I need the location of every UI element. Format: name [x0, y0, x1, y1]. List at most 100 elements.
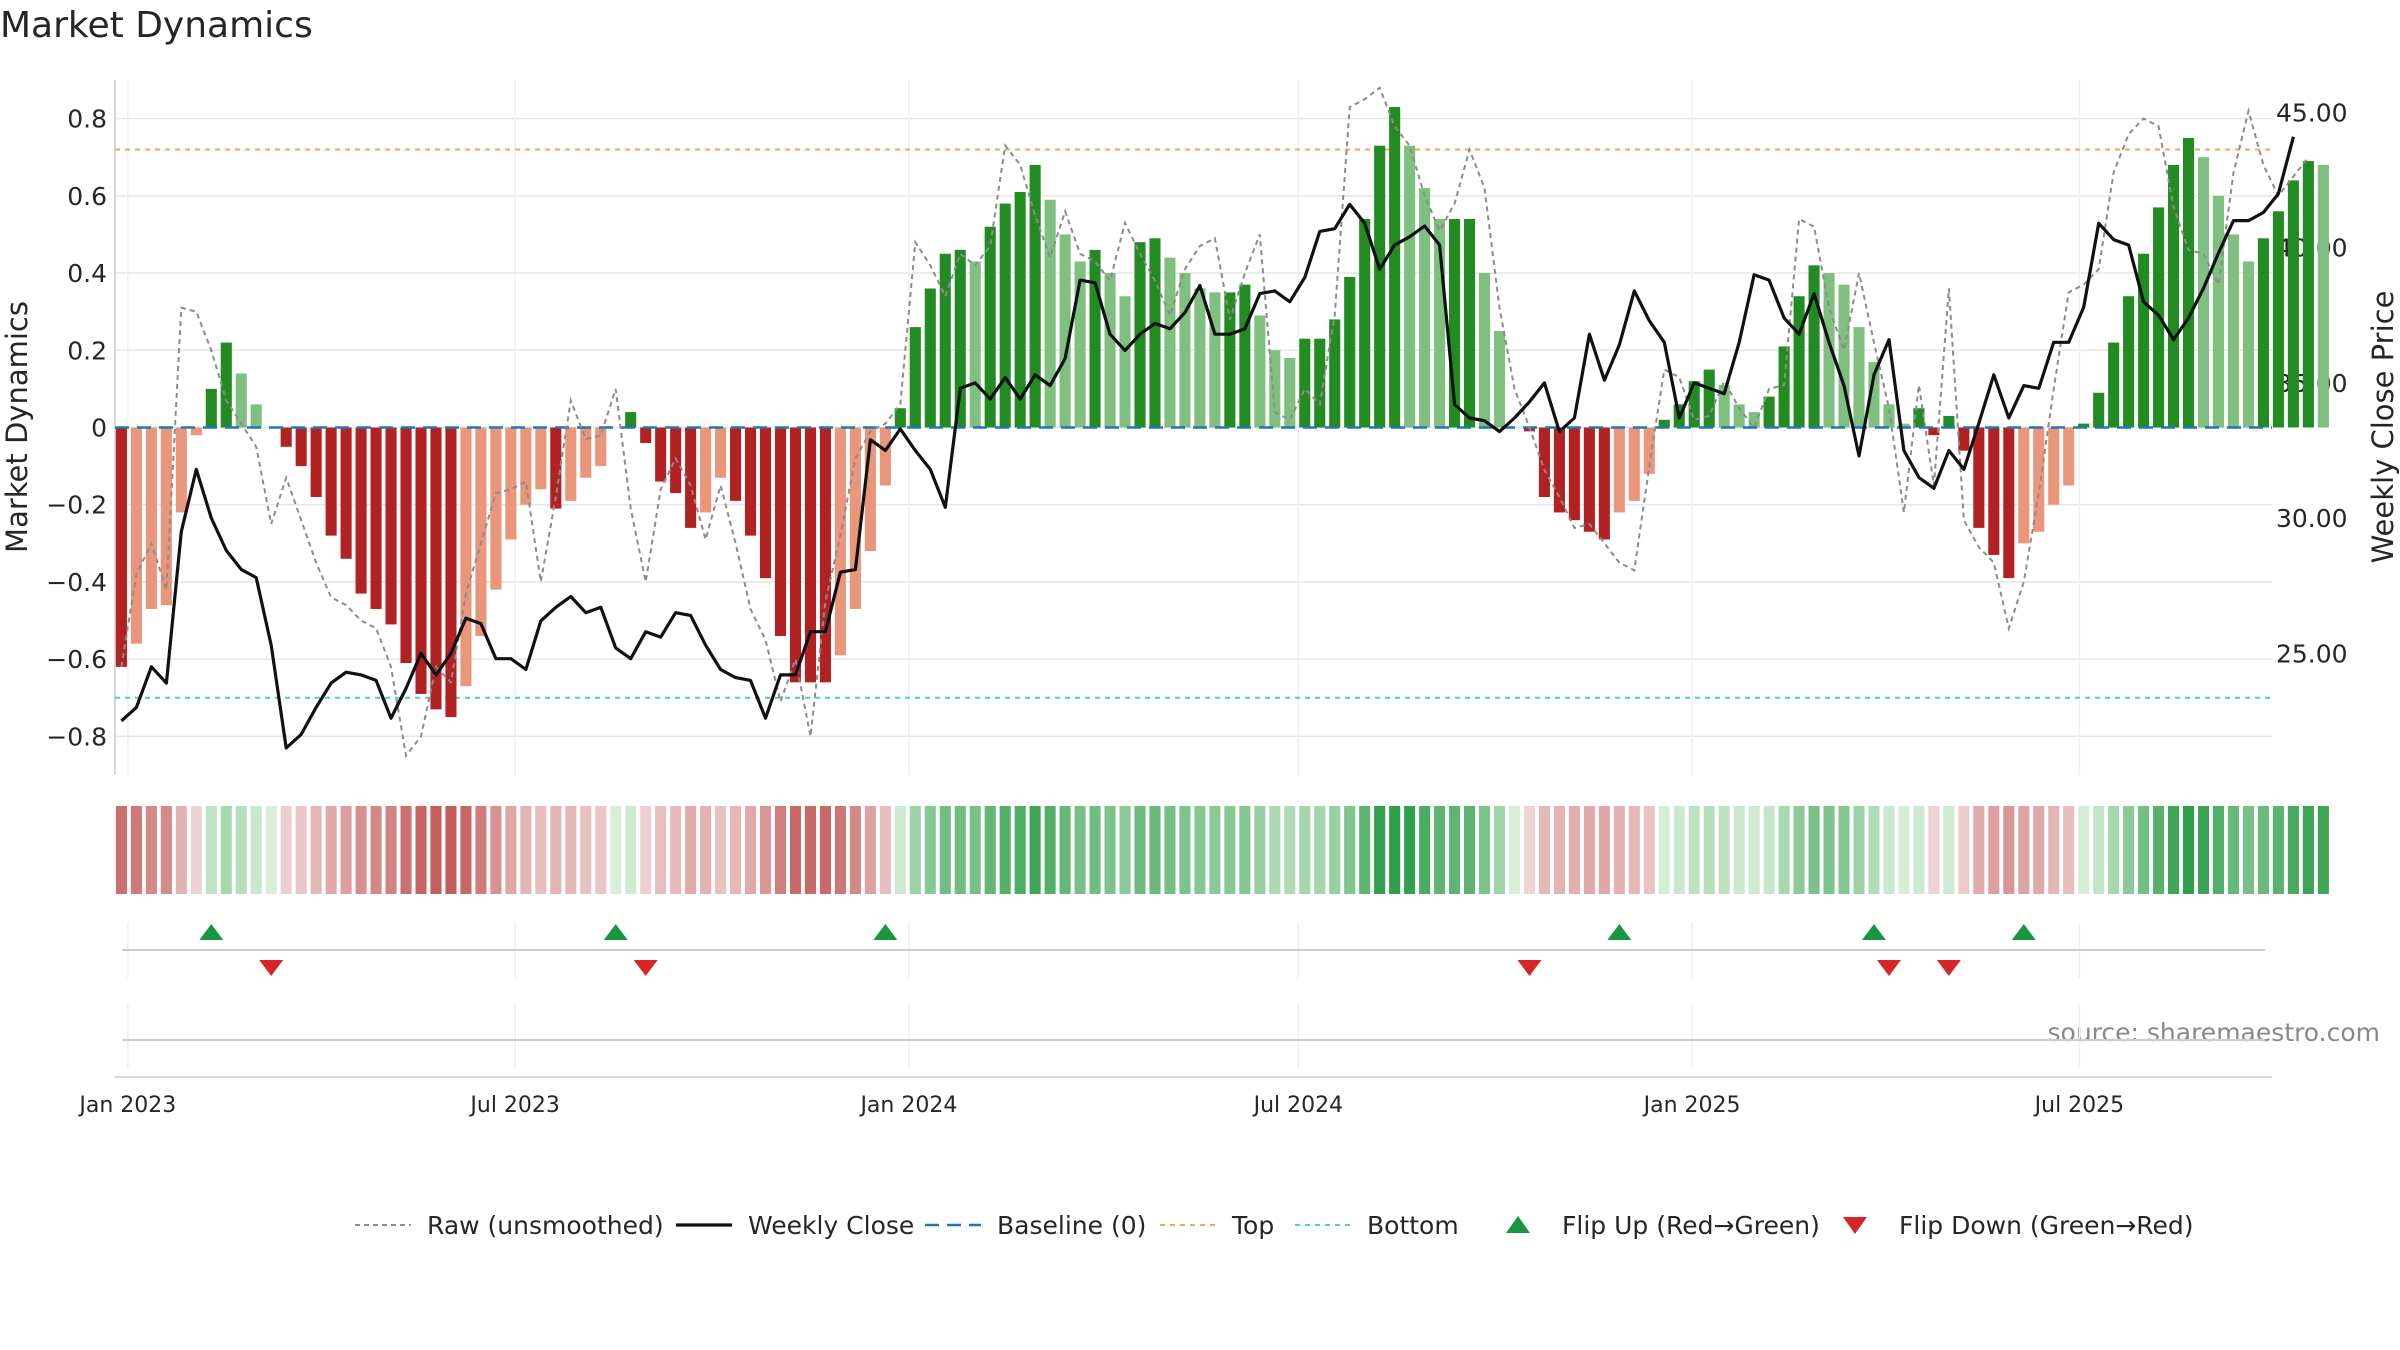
dynamics-bar	[1913, 408, 1925, 428]
regime-cell	[1703, 806, 1715, 894]
legend: Raw (unsmoothed) Weekly Close Baseline (0)…	[355, 1211, 2194, 1240]
dynamics-bar	[2018, 427, 2030, 544]
dynamics-bar	[2272, 211, 2284, 428]
regime-cell	[1958, 806, 1970, 894]
dynamics-bar	[730, 427, 742, 501]
regime-cell	[1688, 806, 1700, 894]
regime-cell	[1404, 806, 1416, 894]
regime-cell	[774, 806, 787, 894]
dynamics-bar	[1538, 427, 1550, 497]
dynamics-bar	[819, 427, 831, 683]
y-axis-label: Market Dynamics	[0, 301, 34, 553]
dynamics-bar	[745, 427, 757, 536]
regime-cell	[1149, 806, 1161, 894]
regime-cell	[1344, 806, 1356, 894]
regime-cell	[2227, 806, 2240, 894]
dynamics-bar	[1868, 361, 1880, 428]
dynamics-bar	[1404, 145, 1416, 428]
regime-cell	[1538, 806, 1550, 894]
dynamics-bar	[2317, 164, 2329, 428]
legend-label: Bottom	[1367, 1211, 1459, 1240]
dynamics-bar	[1583, 427, 1595, 532]
y2-tick-label: 30.00	[2276, 504, 2348, 533]
regime-cell	[1883, 806, 1895, 894]
regime-cell	[2183, 806, 2195, 894]
regime-cell	[145, 806, 157, 894]
regime-cell	[655, 806, 667, 894]
regime-cell	[1973, 806, 1985, 894]
regime-cell	[2257, 806, 2269, 894]
regime-cell	[1718, 806, 1730, 894]
regime-cell	[1104, 806, 1116, 894]
dynamics-bar	[1553, 427, 1565, 513]
x-tick-label: Jan 2023	[77, 1093, 176, 1118]
regime-cell	[1613, 806, 1625, 894]
legend-label: Raw (unsmoothed)	[427, 1211, 664, 1240]
dynamics-bar	[939, 253, 951, 428]
dynamics-bar	[1179, 273, 1191, 428]
dynamics-bar	[2212, 195, 2225, 428]
regime-cell	[1598, 806, 1610, 894]
regime-cell	[1628, 806, 1640, 894]
regime-cell	[130, 806, 142, 894]
regime-cell	[220, 806, 232, 894]
dynamics-bar	[520, 427, 532, 505]
dynamics-bar	[1284, 358, 1296, 428]
x-tick-label: Jul 2025	[2033, 1093, 2125, 1118]
regime-cell	[969, 806, 981, 894]
y-tick-label: −0.2	[46, 491, 107, 520]
dynamics-bar	[190, 427, 202, 436]
dynamics-bar	[445, 427, 457, 718]
regime-cell	[1838, 806, 1850, 894]
regime-cell	[205, 806, 217, 894]
regime-cell	[685, 806, 697, 894]
dynamics-bar	[909, 327, 921, 428]
source-panel	[115, 1004, 2272, 1078]
weekly-close-line	[120, 136, 2295, 750]
regime-cell	[954, 806, 966, 894]
dynamics-bar	[774, 427, 787, 636]
regime-cell	[1673, 806, 1685, 894]
dynamics-bar	[1958, 427, 1970, 451]
regime-cell	[1374, 806, 1386, 894]
regime-cell	[2138, 806, 2150, 894]
regime-cell	[1209, 806, 1221, 894]
regime-cell	[1449, 806, 1461, 894]
dynamics-bar	[1374, 145, 1386, 428]
y-tick-label: 0.2	[67, 336, 107, 365]
regime-cell	[1748, 806, 1760, 894]
dynamics-bar	[2138, 253, 2150, 428]
regime-cell	[1284, 806, 1296, 894]
y-tick-label: 0.8	[67, 105, 107, 134]
dynamics-bar	[400, 427, 412, 664]
flip-up-marker	[873, 924, 898, 940]
dynamics-bar	[2033, 427, 2045, 532]
dynamics-bar	[505, 427, 517, 540]
dynamics-bar	[924, 288, 936, 428]
regime-cell	[2018, 806, 2030, 894]
regime-cell	[700, 806, 712, 894]
regime-cell	[1493, 806, 1506, 894]
dynamics-bar	[460, 427, 472, 687]
dynamics-bar	[160, 427, 172, 606]
regime-cell	[370, 806, 382, 894]
regime-cell	[610, 806, 622, 894]
regime-cell	[789, 806, 802, 894]
dynamics-bar	[175, 427, 187, 513]
regime-cell	[1329, 806, 1341, 894]
dynamics-bar	[2048, 427, 2060, 505]
dynamics-bar	[1778, 346, 1790, 428]
regime-cell	[1733, 806, 1745, 894]
regime-cell	[1943, 806, 1955, 894]
dynamics-bar	[310, 427, 322, 497]
regime-cell	[1194, 806, 1206, 894]
regime-cell	[1553, 806, 1565, 894]
regime-cell	[2212, 806, 2225, 894]
chart-title: Market Dynamics	[0, 5, 313, 46]
dynamics-bar	[1613, 427, 1625, 513]
legend-label: Baseline (0)	[997, 1211, 1146, 1240]
dynamics-bar	[1988, 427, 2000, 555]
regime-cell	[2197, 806, 2210, 894]
regime-cell	[1464, 806, 1476, 894]
y-tick-label: 0.6	[67, 182, 107, 211]
